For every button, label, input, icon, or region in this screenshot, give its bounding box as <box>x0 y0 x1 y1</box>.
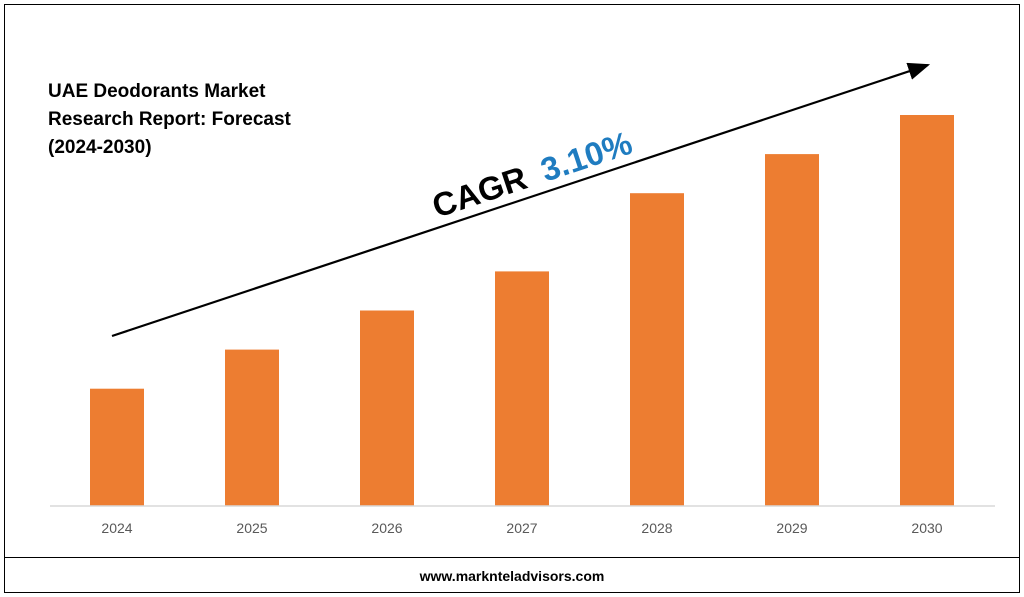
x-tick-label-2029: 2029 <box>776 520 807 536</box>
bar-2029 <box>765 154 819 506</box>
x-tick-label-2028: 2028 <box>641 520 672 536</box>
x-tick-label-2025: 2025 <box>236 520 267 536</box>
title-line-1: UAE Deodorants Market <box>48 81 266 102</box>
chart-frame <box>4 4 1020 593</box>
bar-2025 <box>225 349 279 506</box>
x-tick-label-2030: 2030 <box>911 520 942 536</box>
x-tick-label-2027: 2027 <box>506 520 537 536</box>
bar-2030 <box>900 115 954 506</box>
bar-2026 <box>360 310 414 506</box>
chart-title: UAE Deodorants Market Research Report: F… <box>48 78 348 162</box>
footer-website: www.marknteladvisors.com <box>419 568 605 584</box>
bar-2024 <box>90 388 144 506</box>
trend-arrow <box>111 62 931 338</box>
footer-divider <box>4 557 1020 558</box>
x-tick-label-2026: 2026 <box>371 520 402 536</box>
cagr-annotation: CAGR 3.10% <box>428 124 637 225</box>
bars-group <box>90 115 954 506</box>
x-tick-labels: 2024 2025 2026 2027 2028 2029 2030 <box>101 520 942 536</box>
bar-2028 <box>630 193 684 506</box>
bar-2027 <box>495 271 549 506</box>
x-tick-label-2024: 2024 <box>101 520 132 536</box>
title-line-2: Research Report: Forecast <box>48 109 291 130</box>
title-line-3: (2024-2030) <box>48 137 152 158</box>
